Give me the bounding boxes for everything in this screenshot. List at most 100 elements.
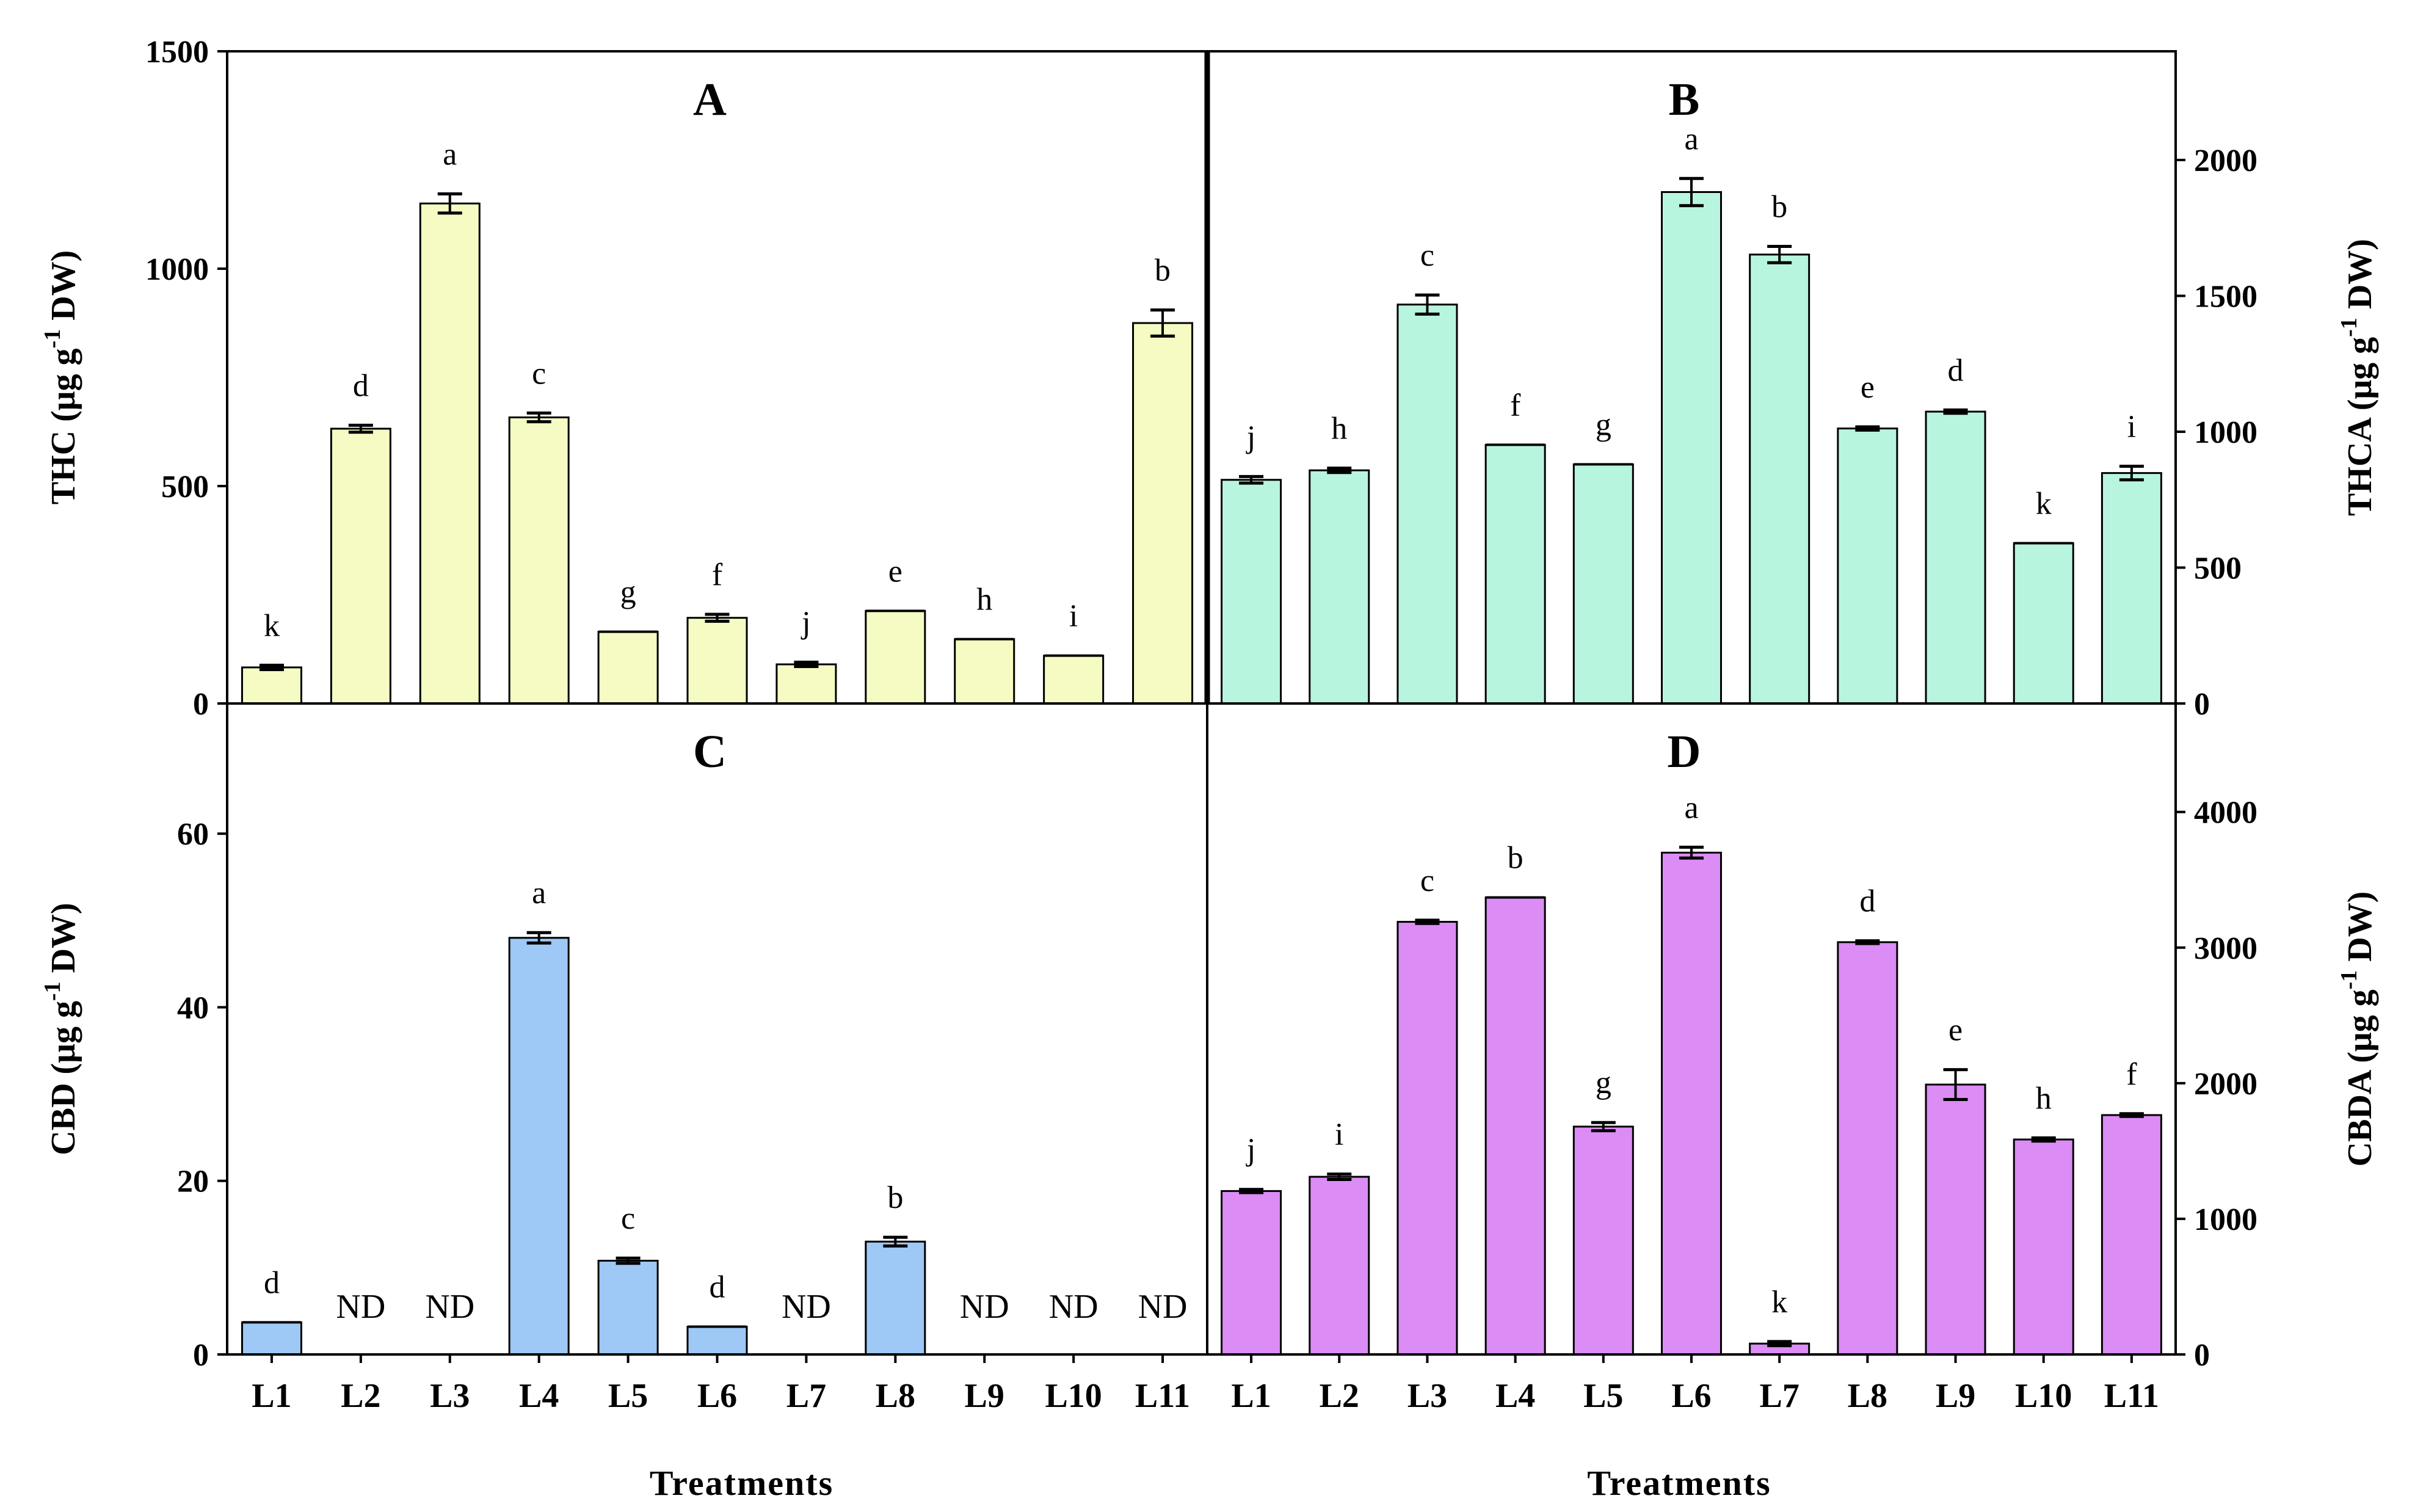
y-tick-label: 3000 — [2194, 931, 2257, 966]
significance-letter: h — [1331, 412, 1347, 446]
significance-letter: f — [1510, 388, 1521, 423]
y-tick-label: 40 — [177, 990, 209, 1025]
x-tick-label: L10 — [2015, 1377, 2072, 1415]
panel-b: 0 500 1000 1500 2000 THCA (μg g-1 DW) Bj h c f g a b… — [1221, 74, 2379, 722]
bar-l9 — [954, 638, 1015, 705]
x-tick-label: L1 — [252, 1377, 291, 1415]
y-axis-title-sup: -1 — [2336, 970, 2362, 990]
bar-l10 — [1043, 655, 1105, 705]
bar-l9 — [1925, 1083, 1986, 1356]
significance-letter: g — [620, 575, 636, 610]
x-tick-label: L4 — [519, 1377, 559, 1415]
y-axis-title-sup: -1 — [40, 981, 65, 1001]
not-detected-label: ND — [336, 1288, 385, 1326]
x-tick-label: L3 — [430, 1377, 470, 1415]
y-axis-title-tail: DW) — [2341, 892, 2379, 970]
bar-l4 — [508, 937, 570, 1356]
bar-l6 — [686, 1326, 748, 1356]
bar-l4 — [1484, 896, 1546, 1356]
significance-letter: h — [2036, 1081, 2052, 1116]
x-tick-label: L8 — [1848, 1377, 1887, 1415]
bar-l3 — [1396, 921, 1458, 1356]
x-tick-label: L2 — [1320, 1377, 1359, 1415]
y-tick-label: 500 — [161, 470, 209, 504]
bar-l6 — [686, 617, 748, 705]
y-axis-title-tail: DW) — [45, 250, 82, 329]
bar-l5 — [597, 1259, 659, 1356]
significance-letter: a — [1684, 790, 1698, 825]
bar-l8 — [1837, 941, 1898, 1356]
y-tick-label: 2000 — [2194, 1067, 2257, 1102]
x-tick-label: L6 — [697, 1377, 737, 1415]
bar-l10 — [2013, 542, 2074, 705]
y-tick-label: 1500 — [2194, 280, 2257, 314]
panel-title: C — [693, 726, 727, 777]
bar-l4 — [1484, 443, 1546, 705]
significance-letter: e — [1861, 370, 1875, 405]
y-axis-title-main: CBDA (μg g — [2341, 989, 2379, 1166]
y-axis-title-tail: DW) — [45, 903, 82, 981]
significance-letter: a — [443, 137, 457, 172]
significance-letter: a — [532, 876, 546, 910]
significance-letter: e — [888, 554, 902, 589]
bar-l1 — [241, 666, 302, 705]
significance-letter: d — [353, 368, 369, 403]
y-tick-label: 1000 — [145, 252, 209, 287]
x-tick-label: L10 — [1045, 1377, 1102, 1415]
significance-letter: c — [532, 356, 546, 391]
significance-letter: c — [1420, 863, 1434, 898]
y-axis-title-main: CBD (μg g — [45, 1001, 82, 1155]
significance-letter: k — [2036, 486, 2052, 521]
bar-l1 — [1221, 1190, 1282, 1356]
panel-c: 0 20 40 60 CBD (μg g-1 DW) Cd L1 ND L2 ND L3 a L4 c L5… — [40, 726, 1190, 1503]
significance-letter: i — [1335, 1118, 1343, 1152]
bar-l2 — [330, 427, 391, 705]
y-tick-label: 2000 — [2194, 144, 2257, 178]
panel-title: A — [693, 74, 727, 125]
significance-letter: k — [1771, 1285, 1787, 1320]
bar-l8 — [865, 1240, 926, 1356]
not-detected-label: ND — [1049, 1288, 1099, 1326]
y-tick-label: 60 — [177, 817, 209, 852]
x-tick-label: L11 — [1135, 1377, 1190, 1415]
significance-letter: a — [1684, 122, 1698, 156]
x-tick-label: L8 — [876, 1377, 915, 1415]
y-tick-label: 0 — [193, 1338, 209, 1373]
significance-letter: b — [1771, 190, 1787, 225]
significance-letter: j — [1246, 420, 1255, 454]
x-tick-label: L1 — [1231, 1377, 1271, 1415]
significance-letter: f — [712, 558, 723, 592]
significance-letter: k — [264, 608, 280, 643]
bar-l5 — [597, 631, 659, 705]
bar-l2 — [1309, 469, 1370, 705]
panel-d: 0 1000 2000 3000 4000 CBDA (μg g-1 DW) Dj L1 i L2… — [1221, 726, 2379, 1503]
y-axis-title: CBD (μg g-1 DW) — [40, 903, 82, 1155]
x-tick-label: L5 — [608, 1377, 648, 1415]
significance-letter: b — [1155, 253, 1171, 288]
y-tick-label: 20 — [177, 1165, 209, 1199]
significance-letter: d — [1948, 353, 1964, 388]
significance-letter: j — [801, 605, 810, 640]
significance-letter: j — [1246, 1133, 1255, 1168]
x-tick-label: L9 — [965, 1377, 1004, 1415]
y-tick-label: 1000 — [2194, 1202, 2257, 1237]
significance-letter: d — [710, 1270, 725, 1305]
y-tick-label: 1500 — [145, 35, 209, 70]
significance-letter: d — [264, 1265, 280, 1300]
bar-l7 — [1749, 253, 1810, 705]
bar-l6 — [1661, 851, 1722, 1356]
x-tick-label: L2 — [341, 1377, 380, 1415]
y-axis-title: THCA (μg g-1 DW) — [2336, 239, 2379, 516]
y-axis-title: THC (μg g-1 DW) — [40, 250, 82, 505]
y-tick-label: 0 — [2194, 687, 2210, 722]
bar-l10 — [2013, 1138, 2074, 1356]
bar-l2 — [1309, 1176, 1370, 1356]
not-detected-label: ND — [1138, 1288, 1188, 1326]
x-axis-title: Treatments — [650, 1463, 833, 1503]
panel-a: 0 500 1000 1500 THC (μg g-1 DW) Ak d a c g f j e h i b — [40, 35, 1194, 722]
y-axis-title-sup: -1 — [2336, 318, 2362, 337]
bar-l4 — [508, 416, 570, 705]
x-tick-label: L5 — [1583, 1377, 1623, 1415]
y-tick-label: 4000 — [2194, 796, 2257, 831]
